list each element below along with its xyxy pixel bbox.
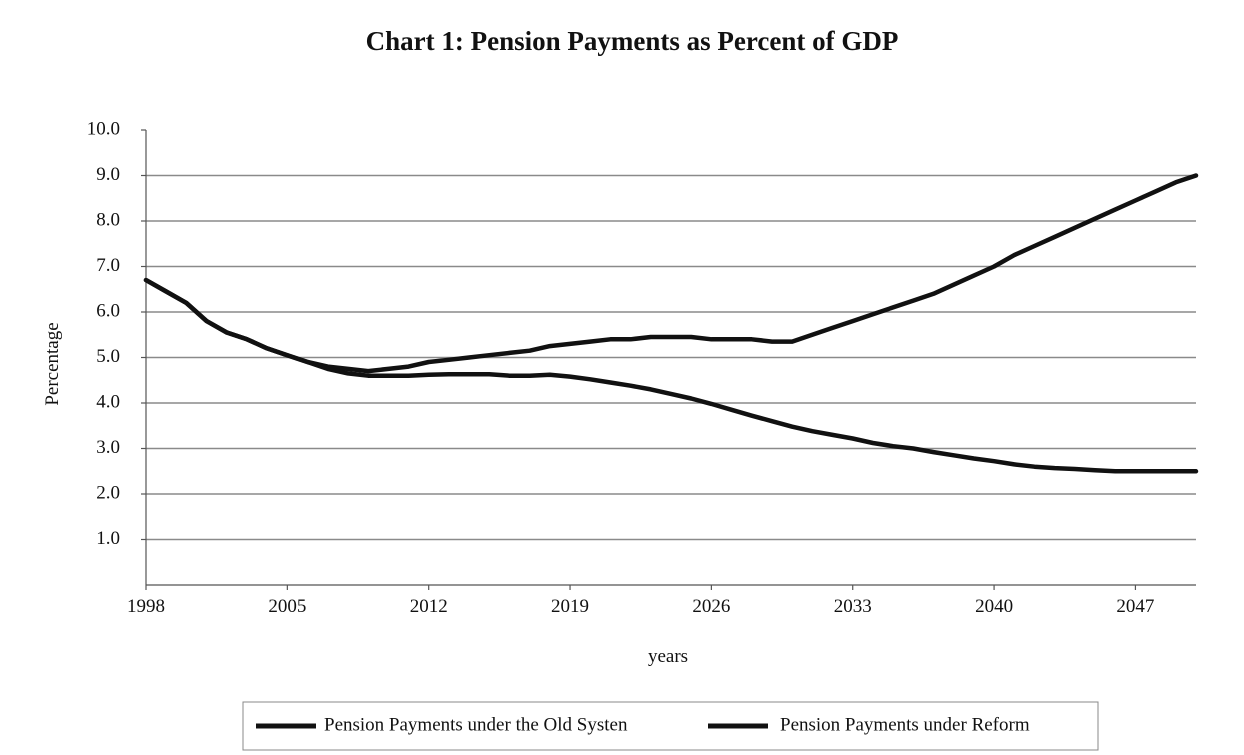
legend-label-reform: Pension Payments under Reform — [780, 714, 1030, 735]
series-lines — [143, 173, 1199, 474]
y-tick-label: 2.0 — [96, 482, 120, 503]
y-tick-label: 6.0 — [96, 300, 120, 321]
axes — [141, 129, 1196, 590]
y-tick-label: 7.0 — [96, 255, 120, 276]
y-tick-label: 1.0 — [96, 528, 120, 549]
y-tick-label: 5.0 — [96, 346, 120, 367]
x-tick-label: 2012 — [410, 596, 448, 617]
y-tick-label: 8.0 — [96, 209, 120, 230]
legend: Pension Payments under the Old Systen Pe… — [242, 701, 1099, 751]
x-axis-title: years — [648, 646, 688, 667]
legend-label-old-system: Pension Payments under the Old Systen — [324, 714, 628, 735]
x-tick-label: 2026 — [692, 596, 730, 617]
y-axis-title: Percentage — [42, 322, 63, 405]
x-tick-label: 2005 — [268, 596, 306, 617]
y-tick-label: 4.0 — [96, 391, 120, 412]
y-tick-label: 3.0 — [96, 437, 120, 458]
y-tick-label: 9.0 — [96, 164, 120, 185]
x-tick-label: 2033 — [834, 596, 872, 617]
series-line-reform — [143, 277, 1199, 474]
y-tick-label: 10.0 — [87, 118, 120, 139]
x-tick-labels: 1998 2005 2012 2019 2026 2033 2040 2047 — [127, 596, 1154, 617]
x-tick-label: 2047 — [1116, 596, 1154, 617]
legend-box — [242, 701, 1099, 751]
x-tick-label: 2019 — [551, 596, 589, 617]
gridlines — [146, 174, 1196, 541]
x-tick-label: 1998 — [127, 596, 165, 617]
series-line-old-system — [143, 173, 1199, 374]
x-tick-label: 2040 — [975, 596, 1013, 617]
y-tick-labels: 10.0 9.0 8.0 7.0 6.0 5.0 4.0 3.0 2.0 1.0 — [87, 118, 120, 549]
chart-title: Chart 1: Pension Payments as Percent of … — [366, 26, 899, 56]
